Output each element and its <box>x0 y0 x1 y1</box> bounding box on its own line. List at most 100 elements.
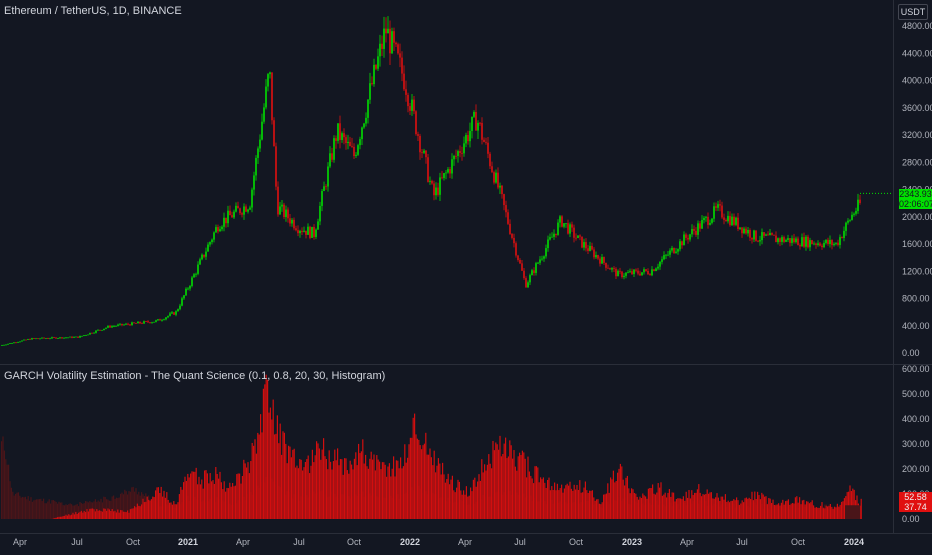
garch-volatility-bar <box>775 505 776 519</box>
garch-volatility-bar <box>800 504 801 519</box>
garch-volatility-bar <box>467 497 468 519</box>
garch-volatility-bar <box>676 499 677 519</box>
candle-body <box>437 188 439 195</box>
candle-body <box>71 337 73 338</box>
candle-body <box>619 271 621 272</box>
candle-body <box>137 322 139 324</box>
garch-volatility-bar <box>757 492 758 519</box>
garch-volatility-bar <box>820 506 821 519</box>
garch-volatility-bar <box>497 444 498 519</box>
candle-body <box>161 320 163 321</box>
garch-volatility-bar <box>558 490 559 519</box>
realized-volatility-bar <box>21 498 22 519</box>
candle-body <box>305 231 307 235</box>
candle-body <box>91 333 93 334</box>
garch-volatility-bar <box>200 484 201 519</box>
time-tick-label: Oct <box>791 537 806 547</box>
garch-volatility-bar <box>91 509 92 519</box>
candle-body <box>157 319 159 320</box>
realized-volatility-bar <box>30 497 31 519</box>
garch-volatility-bar <box>663 495 664 519</box>
candle-body <box>613 268 615 269</box>
garch-volatility-bar <box>842 501 843 519</box>
candle-body <box>315 230 317 237</box>
garch-volatility-bar <box>259 435 260 519</box>
candle-body <box>239 208 241 213</box>
garch-volatility-bar <box>312 450 313 519</box>
candle-body <box>645 269 647 271</box>
realized-volatility-bar <box>47 502 48 519</box>
candle-body <box>83 335 85 336</box>
candle-body <box>223 218 225 227</box>
garch-volatility-bar <box>88 511 89 519</box>
candle-body <box>311 227 313 238</box>
garch-volatility-bar <box>390 476 391 519</box>
candle-body <box>765 234 767 235</box>
garch-volatility-bar <box>201 480 202 519</box>
garch-volatility-bar <box>141 504 142 519</box>
garch-volatility-bar <box>267 380 268 519</box>
garch-volatility-bar <box>830 504 831 519</box>
candle-body <box>539 259 541 262</box>
garch-volatility-bar <box>299 459 300 519</box>
garch-volatility-bar <box>792 503 793 519</box>
realized-volatility-bar <box>36 499 37 519</box>
garch-volatility-bar <box>323 438 324 519</box>
garch-volatility-bar <box>435 472 436 519</box>
garch-volatility-bar <box>666 497 667 519</box>
garch-volatility-bar <box>347 470 348 519</box>
garch-volatility-bar <box>327 469 328 519</box>
realized-volatility-bar <box>61 502 62 519</box>
garch-volatility-bar <box>240 484 241 519</box>
garch-volatility-bar <box>222 489 223 519</box>
candle-body <box>409 106 411 111</box>
symbol-title: Ethereum / TetherUS, 1D, BINANCE <box>4 5 182 17</box>
garch-volatility-bar <box>753 500 754 519</box>
realized-volatility-bar <box>39 499 40 519</box>
garch-volatility-bar <box>736 497 737 519</box>
garch-volatility-bar <box>130 509 131 519</box>
garch-volatility-bar <box>57 517 58 519</box>
realized-volatility-bar <box>25 497 26 519</box>
garch-volatility-bar <box>767 504 768 519</box>
garch-volatility-bar <box>439 464 440 519</box>
garch-volatility-bar <box>642 493 643 519</box>
candle-body <box>815 244 817 245</box>
candle-body <box>243 206 245 214</box>
time-tick-label: Apr <box>13 537 27 547</box>
garch-volatility-bar <box>147 497 148 519</box>
garch-volatility-bar <box>660 482 661 519</box>
candle-body <box>453 156 455 159</box>
garch-volatility-bar <box>501 456 502 519</box>
candle-body <box>75 337 77 338</box>
candle-body <box>555 234 557 235</box>
realized-volatility-bar <box>22 497 23 519</box>
realized-volatility-bar <box>23 497 24 519</box>
garch-volatility-bar <box>705 494 706 519</box>
garch-volatility-bar <box>494 450 495 519</box>
garch-volatility-bar <box>221 482 222 519</box>
garch-volatility-bar <box>495 443 496 519</box>
candle-body <box>481 123 483 140</box>
currency-button[interactable]: USDT <box>898 4 928 20</box>
garch-volatility-bar <box>365 455 366 519</box>
candle-body <box>117 325 119 326</box>
candle-body <box>29 339 31 340</box>
volatility-tick-label: 200.00 <box>902 464 930 474</box>
indicator-title: GARCH Volatility Estimation - The Quant … <box>4 370 385 382</box>
garch-volatility-bar <box>58 517 59 519</box>
candle-body <box>309 227 311 238</box>
candle-body <box>193 274 195 277</box>
garch-volatility-bar <box>469 496 470 519</box>
candle-body <box>783 237 785 242</box>
candle-body <box>747 230 749 233</box>
candle-body <box>807 237 809 247</box>
candle-body <box>335 138 337 141</box>
garch-volatility-bar <box>298 468 299 519</box>
realized-volatility-bar <box>26 499 27 519</box>
candle-body <box>811 240 813 244</box>
time-tick-label: Jul <box>514 537 526 547</box>
garch-volatility-bar <box>539 482 540 519</box>
